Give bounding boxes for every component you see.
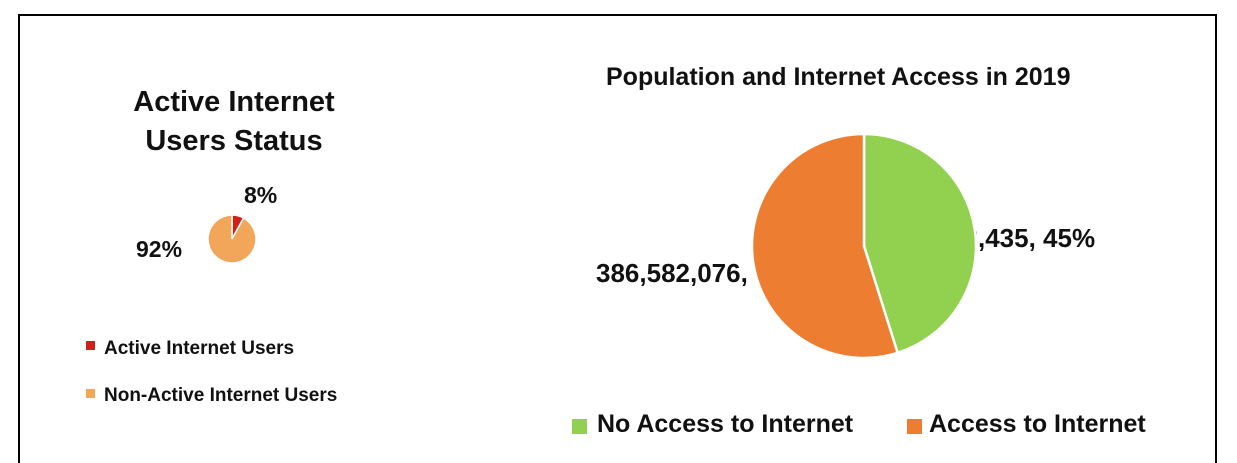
- legend-swatch-no-access: [572, 419, 587, 434]
- legend-non-active-internet-users: Non-Active Internet Users: [104, 385, 338, 406]
- legend-no-access-to-internet: No Access to Internet: [597, 410, 854, 438]
- chart2-title: Population and Internet Access in 2019: [606, 63, 1071, 91]
- chart1-label-active: 8%: [244, 182, 278, 208]
- legend-swatch-active: [86, 341, 95, 350]
- legend-access-to-internet: Access to Internet: [929, 410, 1146, 438]
- chart1-title-line1: Active Internet: [133, 86, 335, 118]
- legend-active-internet-users: Active Internet Users: [104, 338, 295, 359]
- chart-frame: [18, 14, 1217, 463]
- slice-non-active-internet-users: [207, 214, 257, 264]
- legend-swatch-access: [907, 419, 922, 434]
- slice-no-access-to-internet: [862, 132, 978, 355]
- slice-access-to-internet: [750, 132, 900, 360]
- chart1-title-line2: Users Status: [145, 125, 323, 157]
- legend-swatch-nonactive: [86, 389, 95, 398]
- chart1-label-nonactive: 92%: [136, 236, 183, 262]
